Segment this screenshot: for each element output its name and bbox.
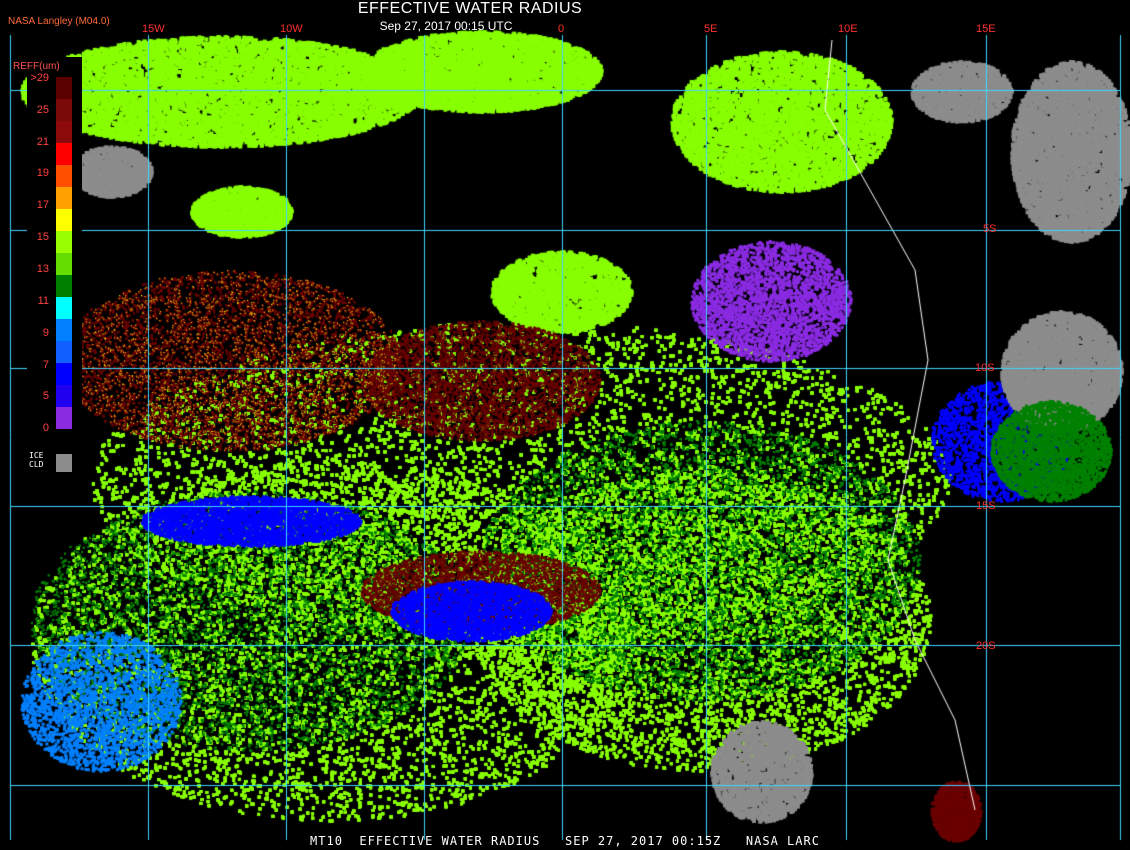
ice-cloud-label: ICE CLD	[29, 451, 44, 469]
legend-swatch	[56, 407, 72, 429]
legend-swatch	[56, 143, 72, 165]
lat-label: 5S	[983, 223, 997, 235]
org-label: NASA Langley (M04.0)	[8, 16, 110, 27]
legend-swatch	[56, 165, 72, 187]
legend-swatch	[56, 121, 72, 143]
timestamp: Sep 27, 2017 00:15 UTC	[379, 19, 513, 33]
legend-swatch	[56, 209, 72, 231]
lon-label: 15W	[142, 23, 165, 35]
legend-swatch	[56, 297, 72, 319]
lon-label: 0	[558, 23, 565, 35]
legend-swatch	[56, 363, 72, 385]
lon-label: 10E	[838, 23, 858, 35]
lon-label: 10W	[280, 23, 303, 35]
legend-label: 19	[36, 167, 49, 179]
legend-swatch	[56, 341, 72, 363]
footer-caption: MT10 EFFECTIVE WATER RADIUS SEP 27, 2017…	[310, 834, 820, 848]
legend-swatch	[56, 99, 72, 121]
lon-label: 15E	[976, 23, 996, 35]
legend-label: 0	[42, 422, 49, 434]
legend-swatch	[56, 187, 72, 209]
lat-label: 20S	[976, 640, 996, 652]
legend-label: 7	[42, 359, 49, 371]
color-legend: REFF(um) >29 25 21 19 17 15 13 11 9 7 5 …	[13, 57, 82, 491]
legend-unit: REFF(um)	[13, 61, 60, 72]
legend-swatch	[56, 253, 72, 275]
legend-swatch	[56, 231, 72, 253]
legend-label: 5	[42, 390, 49, 402]
ice-cloud-swatch	[56, 454, 72, 472]
legend-label: 9	[42, 327, 49, 339]
legend-swatch	[56, 77, 72, 99]
legend-label: >29	[30, 72, 49, 84]
legend-label: 17	[36, 199, 49, 211]
page-title: EFFECTIVE WATER RADIUS	[357, 0, 583, 17]
legend-swatch	[56, 385, 72, 407]
legend-label: 15	[36, 231, 49, 243]
legend-swatch	[56, 275, 72, 297]
lat-label: 10S	[975, 362, 995, 374]
legend-label: 25	[36, 104, 49, 116]
legend-label: 11	[37, 295, 49, 307]
legend-label: 21	[36, 136, 49, 148]
lon-label: 5E	[704, 23, 718, 35]
lat-label: 15S	[976, 500, 996, 512]
legend-label: 13	[36, 263, 49, 275]
legend-swatch	[56, 319, 72, 341]
